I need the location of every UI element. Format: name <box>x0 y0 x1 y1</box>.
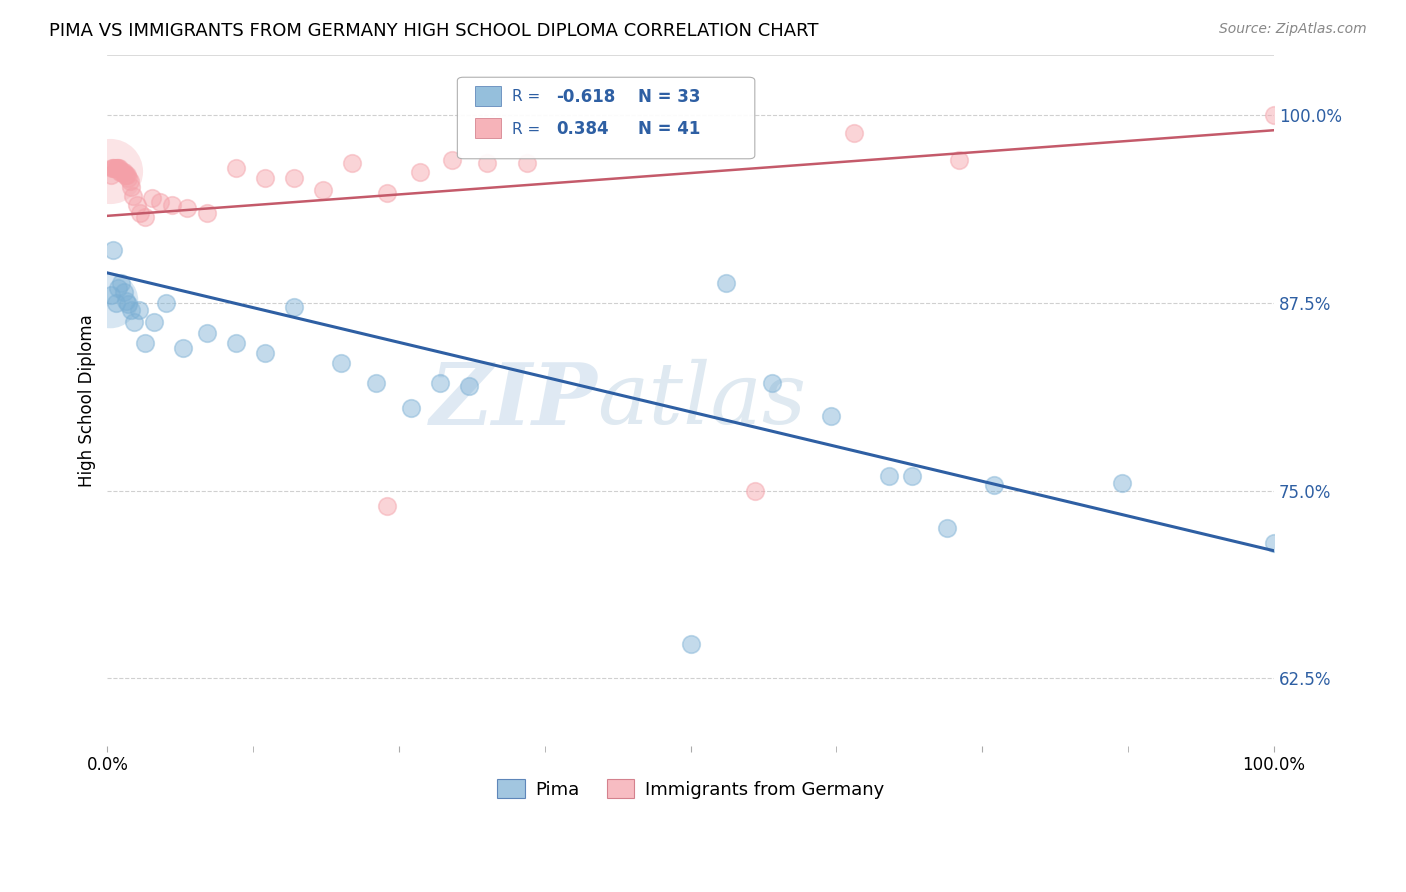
Point <box>108 161 131 175</box>
Point <box>312 183 335 197</box>
Point <box>475 156 498 170</box>
FancyBboxPatch shape <box>457 78 755 159</box>
Point <box>104 161 127 175</box>
Point <box>983 477 1005 491</box>
Point <box>120 303 142 318</box>
Point <box>105 161 128 175</box>
Point <box>110 165 132 179</box>
Point <box>122 316 145 330</box>
Text: ZIP: ZIP <box>429 359 598 442</box>
Text: R =: R = <box>512 121 546 136</box>
Point <box>176 202 198 216</box>
Text: 0.384: 0.384 <box>557 120 609 138</box>
Point <box>115 169 138 183</box>
Text: N = 41: N = 41 <box>638 120 700 138</box>
Point <box>283 171 305 186</box>
Point <box>143 316 166 330</box>
Point <box>114 169 136 183</box>
Point <box>115 294 138 309</box>
Point <box>253 171 276 186</box>
Point <box>195 206 218 220</box>
Point <box>342 156 364 170</box>
Point <box>172 341 194 355</box>
Point <box>948 153 970 168</box>
Point <box>1123 806 1146 821</box>
Text: PIMA VS IMMIGRANTS FROM GERMANY HIGH SCHOOL DIPLOMA CORRELATION CHART: PIMA VS IMMIGRANTS FROM GERMANY HIGH SCH… <box>49 22 818 40</box>
Y-axis label: High School Diploma: High School Diploma <box>79 314 96 487</box>
Point <box>283 301 305 315</box>
Text: Source: ZipAtlas.com: Source: ZipAtlas.com <box>1219 22 1367 37</box>
Point <box>111 165 134 179</box>
Point <box>761 376 783 390</box>
Point <box>98 163 121 178</box>
Point <box>112 165 135 179</box>
Bar <box>475 86 501 105</box>
Point <box>118 174 141 188</box>
Point <box>399 401 422 415</box>
Point <box>100 169 122 183</box>
Bar <box>475 119 501 138</box>
Point <box>744 483 766 498</box>
Point <box>375 499 398 513</box>
Point <box>117 171 139 186</box>
Point <box>936 521 959 535</box>
Point <box>329 356 352 370</box>
Point <box>160 198 183 212</box>
Point <box>429 376 451 390</box>
Point <box>117 297 139 311</box>
Point <box>128 303 150 318</box>
Point <box>125 198 148 212</box>
Point <box>112 285 135 300</box>
Point <box>115 169 138 183</box>
Point <box>98 293 121 307</box>
Text: N = 33: N = 33 <box>638 87 700 105</box>
Point <box>134 211 156 225</box>
Point <box>1111 476 1133 491</box>
Point <box>104 296 127 310</box>
Point <box>103 161 125 175</box>
Point <box>1263 108 1285 122</box>
Point <box>225 161 247 175</box>
Point <box>714 277 737 291</box>
Point <box>107 281 129 295</box>
Point <box>103 161 125 175</box>
Text: atlas: atlas <box>598 359 807 442</box>
Text: -0.618: -0.618 <box>557 87 616 105</box>
Point <box>679 637 702 651</box>
Point <box>110 277 132 291</box>
Point <box>440 153 463 168</box>
Point <box>141 191 163 205</box>
Point <box>1263 536 1285 550</box>
Point <box>103 244 125 258</box>
Point <box>901 468 924 483</box>
Point <box>842 126 865 140</box>
Point <box>458 378 481 392</box>
Point <box>516 156 538 170</box>
Text: R =: R = <box>512 89 546 104</box>
Point <box>375 186 398 201</box>
Point <box>364 376 387 390</box>
Point <box>195 326 218 340</box>
Point <box>129 206 152 220</box>
Point <box>110 165 132 179</box>
Point <box>155 296 177 310</box>
Point <box>820 409 842 423</box>
Point <box>149 195 172 210</box>
Point <box>409 165 432 179</box>
Point <box>122 189 145 203</box>
Point <box>107 161 129 175</box>
Point <box>253 345 276 359</box>
Point <box>100 288 122 302</box>
Point <box>120 180 142 194</box>
Legend: Pima, Immigrants from Germany: Pima, Immigrants from Germany <box>491 772 891 806</box>
Point <box>225 336 247 351</box>
Point <box>877 468 900 483</box>
Point <box>134 336 156 351</box>
Point <box>101 161 124 175</box>
